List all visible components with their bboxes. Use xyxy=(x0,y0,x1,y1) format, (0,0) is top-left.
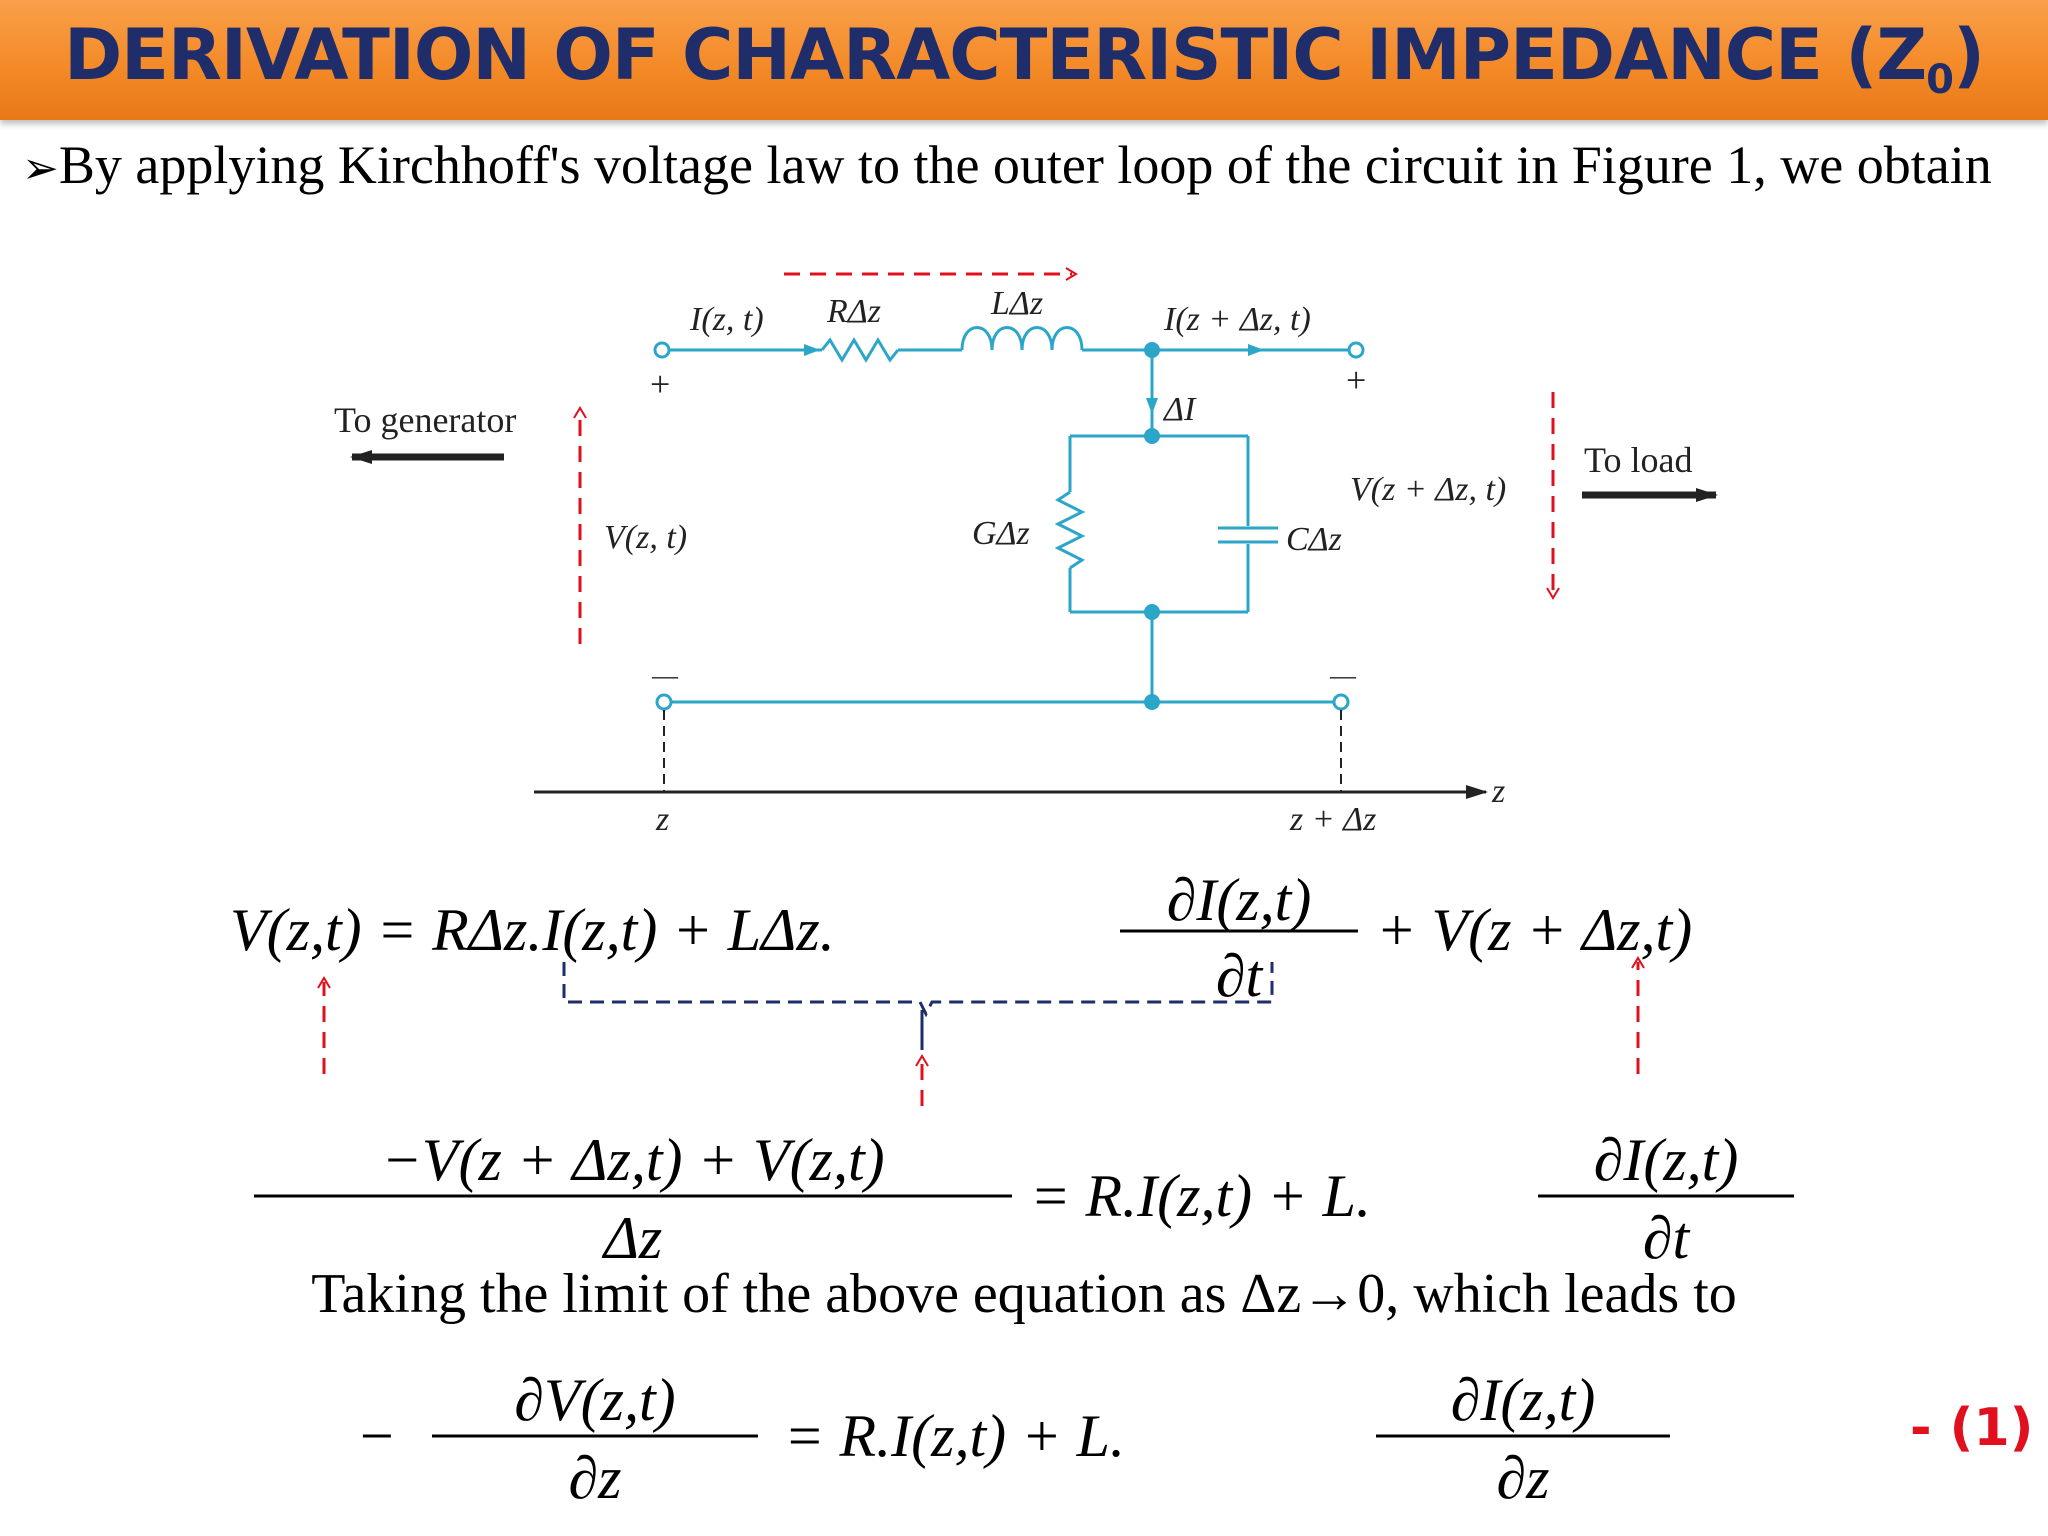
left-top-terminal xyxy=(653,341,671,359)
inductor-l xyxy=(960,326,1084,351)
top-wire xyxy=(662,326,1350,363)
eq3-denominator: ∂z xyxy=(568,1445,622,1511)
title-banner: DERIVATION OF CHARACTERISTIC IMPEDANCE (… xyxy=(0,0,2048,120)
left-minus-sign: — xyxy=(651,661,679,690)
l-label: LΔz xyxy=(990,285,1043,322)
eq3-minus-sign: − xyxy=(356,1403,397,1469)
right-minus-sign: — xyxy=(1329,661,1357,690)
shunt-top-node xyxy=(1144,428,1160,444)
r-label: RΔz xyxy=(826,293,881,330)
right-bottom-terminal xyxy=(1332,693,1350,711)
title-main: DERIVATION OF CHARACTERISTIC IMPEDANCE (… xyxy=(64,14,1927,96)
i-right-label: I(z + Δz, t) xyxy=(1163,301,1311,338)
to-generator-label: To generator xyxy=(334,400,516,440)
eq3-numerator: ∂V(z,t) xyxy=(514,1367,676,1433)
bottom-node xyxy=(1144,694,1160,710)
left-bottom-terminal xyxy=(655,693,673,711)
eq2-rhs-denominator: ∂t xyxy=(1642,1205,1690,1271)
i-left-label: I(z, t) xyxy=(689,301,764,338)
arrow-bullet-icon: ➢ xyxy=(22,143,59,194)
to-load-label: To load xyxy=(1584,440,1692,480)
eq1-denominator: ∂t xyxy=(1215,943,1263,1009)
right-plus-sign: + xyxy=(1346,360,1366,400)
z-tick-label: z xyxy=(655,801,669,838)
substitution-arrows xyxy=(317,956,1645,1106)
left-plus-sign: + xyxy=(650,364,670,404)
eq2-middle: = R.I(z,t) + L. xyxy=(1030,1163,1371,1229)
title-subscript: 0 xyxy=(1926,57,1954,103)
eq3-middle: = R.I(z,t) + L. xyxy=(784,1403,1125,1469)
eq3-rhs-numerator: ∂I(z,t) xyxy=(1450,1367,1596,1433)
page-title: DERIVATION OF CHARACTERISTIC IMPEDANCE (… xyxy=(0,14,2048,103)
conductance-g xyxy=(1054,490,1086,570)
intro-paragraph: ➢By applying Kirchhoff's voltage law to … xyxy=(22,130,2026,204)
delta-i-label: ΔI xyxy=(1162,391,1197,428)
resistor-r xyxy=(820,337,900,363)
c-label: CΔz xyxy=(1286,521,1342,558)
eq1-tail: + V(z + Δz,t) xyxy=(1376,897,1693,963)
eq2-numerator: −V(z + Δz,t) + V(z,t) xyxy=(381,1127,885,1193)
shunt-branch xyxy=(668,350,1336,704)
z-dz-tick-label: z + Δz xyxy=(1289,801,1376,838)
kvl-arrows xyxy=(573,267,1560,644)
right-top-terminal xyxy=(1347,341,1365,359)
limit-statement: Taking the limit of the above equation a… xyxy=(311,1263,1737,1325)
v-left-label: V(z, t) xyxy=(604,519,687,556)
v-right-label: V(z + Δz, t) xyxy=(1350,471,1506,508)
eq1-numerator: ∂I(z,t) xyxy=(1166,867,1312,933)
title-end: ) xyxy=(1952,14,1985,96)
eq2-denominator: Δz xyxy=(603,1205,663,1271)
intro-text: By applying Kirchhoff's voltage law to t… xyxy=(58,135,1992,195)
eq3-rhs-denominator: ∂z xyxy=(1496,1445,1550,1511)
brace-annotation xyxy=(562,962,1274,1050)
g-label: GΔz xyxy=(972,515,1030,552)
z-axis-label: z xyxy=(1491,773,1505,810)
eq1-lhs: V(z,t) = RΔz.I(z,t) + LΔz. xyxy=(230,897,835,963)
shunt-bottom-node xyxy=(1144,604,1160,620)
equation-number: - (1) xyxy=(1910,1398,2034,1458)
eq2-rhs-numerator: ∂I(z,t) xyxy=(1593,1127,1739,1193)
